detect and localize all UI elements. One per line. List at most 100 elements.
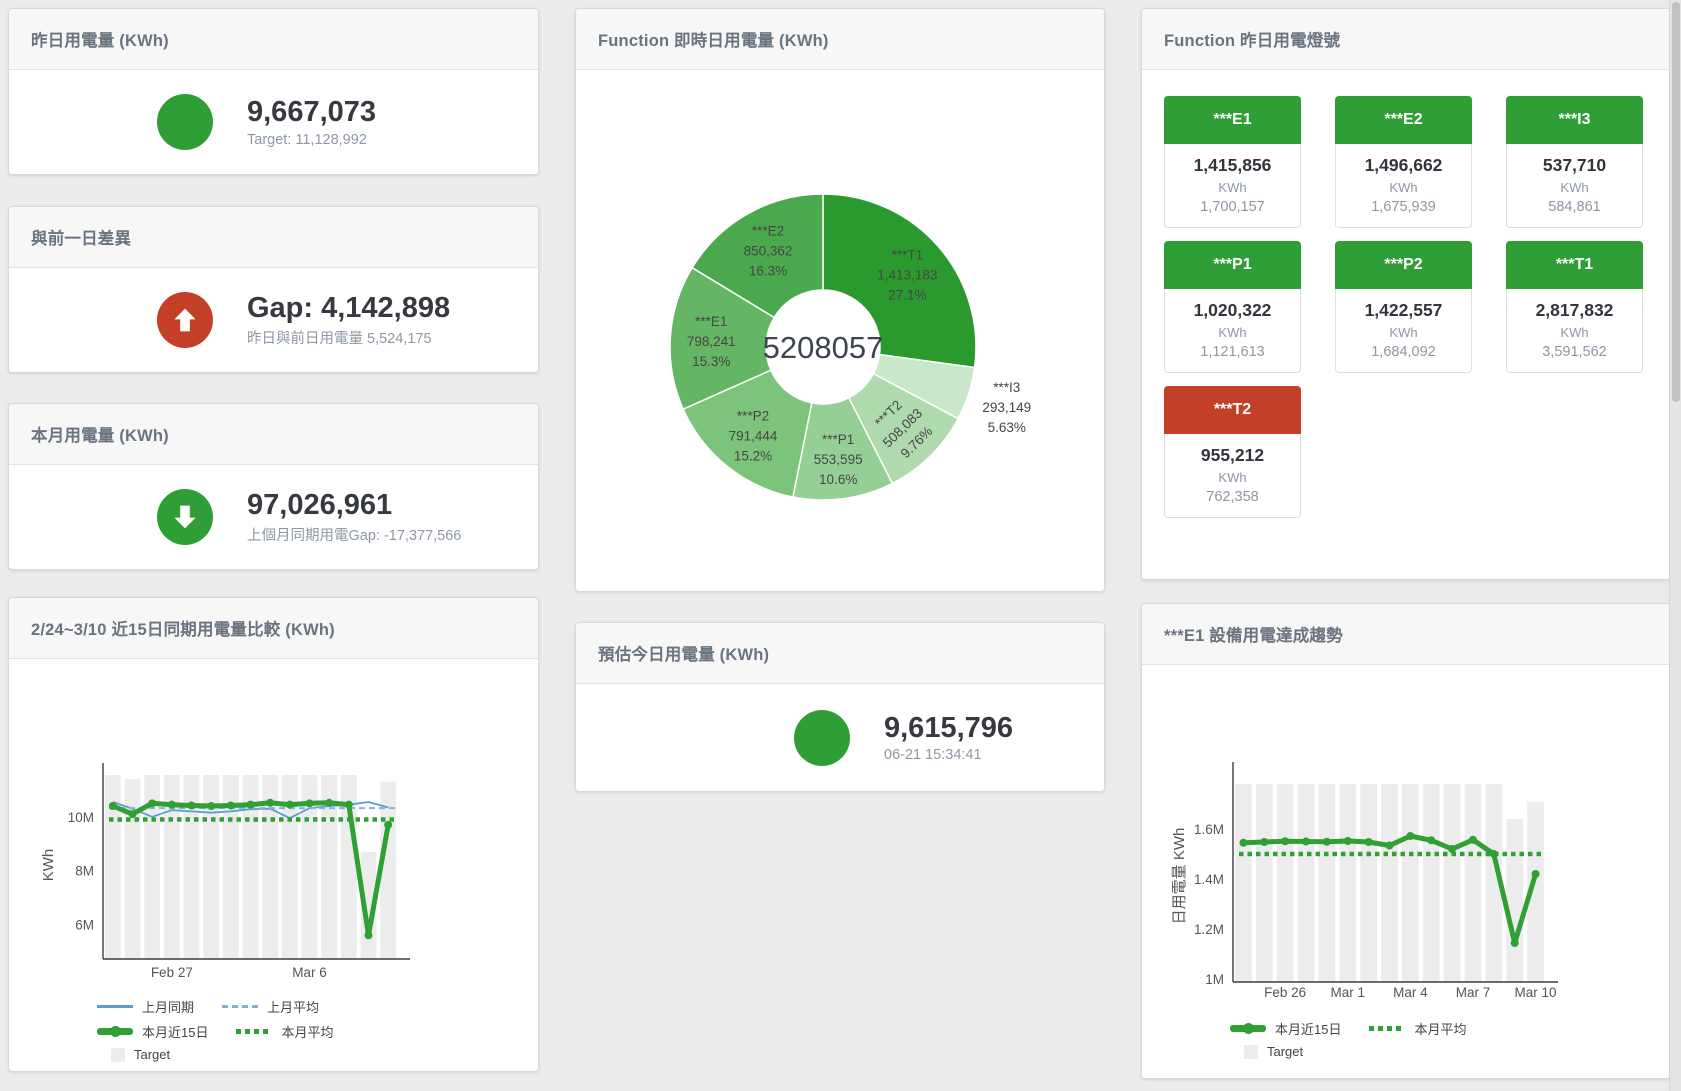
legend-swatch-icon	[97, 1026, 133, 1037]
chart-body: ***T1 1,413,183 27.1% ***I3 293,149 5.63% ***T…	[576, 70, 1104, 591]
legend-item-Target[interactable]: Target	[1244, 1044, 1303, 1059]
card-forecast-today: 預估今日用電量 (KWh) 9,615,796 06-21 15:34:41	[575, 622, 1105, 792]
status-light-tile-***T2: ***T2 955,212 KWh 762,358	[1164, 386, 1301, 518]
stat-subtitle: 昨日與前日用電量 5,524,175	[247, 331, 432, 348]
legend-item-本月近15日[interactable]: 本月近15日	[1230, 1019, 1341, 1038]
x-tick-label: Feb 27	[151, 965, 193, 980]
e1trend-chart: 1M 1.2M 1.4M 1.6M Feb 26 Mar 1 Mar 4 Mar 7 Mar 1…	[1142, 665, 1670, 1013]
tile-unit: KWh	[1218, 470, 1247, 485]
card-header: Function 昨日用電燈號	[1142, 9, 1670, 70]
stat-text: Gap: 4,142,898 昨日與前日用電量 5,524,175	[247, 292, 450, 348]
target-bar	[1339, 784, 1357, 982]
compare15-legend: 上月同期 上月平均本月近15日 本月平均 Target	[97, 997, 538, 1062]
status-light-tile-***I3: ***I3 537,710 KWh 584,861	[1506, 96, 1643, 228]
tile-status-header: ***E2	[1335, 96, 1472, 144]
target-bar	[222, 775, 239, 959]
tile-body: 2,817,832 KWh 3,591,562	[1506, 289, 1643, 373]
tile-value: 1,415,856	[1193, 155, 1272, 175]
series-data-point	[1322, 837, 1331, 846]
e1trend-legend: 本月近15日 本月平均 Target	[1230, 1019, 1670, 1059]
target-bar	[1297, 784, 1315, 982]
tile-value: 1,422,557	[1364, 300, 1443, 320]
series-data-point	[187, 801, 196, 810]
tile-status-header: ***P2	[1335, 241, 1472, 289]
target-bar	[380, 781, 397, 959]
stat-value: 9,615,796	[884, 711, 1014, 744]
stat-subtitle: 上個月同期用電Gap: -17,377,566	[247, 528, 462, 545]
card-title: 與前一日差異	[31, 230, 132, 248]
card-header: 本月用電量 (KWh)	[9, 404, 538, 465]
stat-value: 9,667,073	[247, 96, 377, 129]
scrollbar-track[interactable]	[1669, 0, 1681, 1091]
legend-item-本月近15日[interactable]: 本月近15日	[97, 1022, 208, 1041]
legend-swatch-icon	[1244, 1044, 1258, 1059]
target-bar	[1464, 784, 1482, 982]
series-data-point	[1364, 838, 1373, 846]
x-tick-label: Mar 10	[1515, 985, 1557, 1000]
tile-value: 1,496,662	[1364, 155, 1443, 175]
tile-unit: KWh	[1389, 325, 1418, 340]
series-data-point	[1406, 832, 1415, 840]
card-title: 預估今日用電量 (KWh)	[598, 646, 770, 664]
donut-slice-***P2[interactable]	[682, 369, 813, 498]
stat-value: 97,026,961	[247, 488, 393, 521]
target-bar	[1360, 784, 1377, 982]
card-title: Function 昨日用電燈號	[1164, 32, 1341, 50]
legend-swatch-icon	[222, 1005, 259, 1008]
card-header: 與前一日差異	[9, 207, 538, 268]
tile-target-value: 762,358	[1206, 489, 1259, 505]
legend-item-Target[interactable]: Target	[111, 1047, 170, 1062]
target-bar	[124, 779, 141, 959]
legend-item-上月平均[interactable]: 上月平均	[222, 997, 319, 1016]
donut-slice-label: ***E1 798,241 15.3%	[687, 314, 736, 369]
scrollbar-thumb[interactable]	[1672, 2, 1680, 402]
card-e1-trend-chart: ***E1 設備用電達成趨勢 1M 1.2M 1.4M 1.6M Feb 26 Mar 1…	[1141, 603, 1671, 1079]
tile-body: 1,415,856 KWh 1,700,157	[1164, 144, 1301, 228]
tile-body: 537,710 KWh 584,861	[1506, 144, 1643, 228]
status-light-tile-***E2: ***E2 1,496,662 KWh 1,675,939	[1335, 96, 1472, 228]
legend-label: 本月平均	[1414, 1022, 1467, 1037]
target-bar	[1402, 784, 1419, 982]
legend-label: 上月同期	[142, 1000, 195, 1015]
stat-text: 9,667,073 Target: 11,128,992	[247, 96, 376, 147]
series-data-point	[148, 799, 157, 808]
chart-body: 6M 8M 10M Feb 27 Mar 6 KWh 上月同期 上月平均 本月近15日 本月平均…	[9, 659, 538, 1071]
card-realtime-donut: Function 即時日用電量 (KWh) ***T1 1,413,183 27.1…	[575, 8, 1105, 592]
target-bar	[360, 851, 377, 959]
series-data-point	[1427, 836, 1436, 845]
stat-body: 9,667,073 Target: 11,128,992	[9, 70, 538, 174]
stat-body: 97,026,961 上個月同期用電Gap: -17,377,566	[9, 465, 538, 569]
legend-item-本月平均[interactable]: 本月平均	[236, 1022, 333, 1041]
donut-slice-***T1[interactable]	[822, 193, 977, 369]
tiles-body: ***E1 1,415,856 KWh 1,700,157 ***E2 1,496,662…	[1142, 70, 1670, 579]
legend-row: 上月同期 上月平均	[97, 997, 538, 1016]
tile-target-value: 584,861	[1548, 199, 1601, 215]
series-data-point	[246, 800, 255, 809]
legend-label: 本月平均	[281, 1025, 334, 1040]
tile-target-value: 1,700,157	[1200, 199, 1265, 215]
target-bar	[1255, 784, 1273, 982]
target-bar	[1443, 784, 1461, 982]
legend-item-上月同期[interactable]: 上月同期	[97, 997, 194, 1016]
series-data-point	[325, 798, 334, 807]
legend-label: 上月平均	[267, 1000, 320, 1015]
tile-value: 2,817,832	[1535, 300, 1614, 320]
tile-target-value: 1,684,092	[1371, 344, 1436, 360]
legend-item-本月平均[interactable]: 本月平均	[1369, 1019, 1466, 1038]
tile-unit: KWh	[1560, 180, 1589, 195]
donut-slice-***E1[interactable]	[669, 266, 776, 411]
tile-target-value: 3,591,562	[1542, 344, 1607, 360]
arrow-down-icon	[157, 489, 213, 545]
e1trend-chart-svg: 1M 1.2M 1.4M 1.6M Feb 26 Mar 1 Mar 4 Mar 7 Mar 1…	[1171, 762, 1558, 1000]
legend-swatch-icon	[236, 1029, 273, 1034]
compare15-chart: 6M 8M 10M Feb 27 Mar 6 KWh	[9, 659, 538, 991]
series-data-point	[364, 931, 373, 940]
card-status-lights: Function 昨日用電燈號 ***E1 1,415,856 KWh 1,700,1…	[1141, 8, 1671, 580]
donut-slice-***E2[interactable]	[691, 193, 824, 319]
y-tick-label: 10M	[68, 810, 94, 825]
chart-body: 1M 1.2M 1.4M 1.6M Feb 26 Mar 1 Mar 4 Mar 7 Mar 1…	[1142, 665, 1670, 1078]
card-month-usage: 本月用電量 (KWh) 97,026,961 上個月同期用電Gap: -17,3…	[8, 403, 539, 570]
series-data-point	[266, 798, 275, 807]
series-data-point	[344, 800, 353, 809]
